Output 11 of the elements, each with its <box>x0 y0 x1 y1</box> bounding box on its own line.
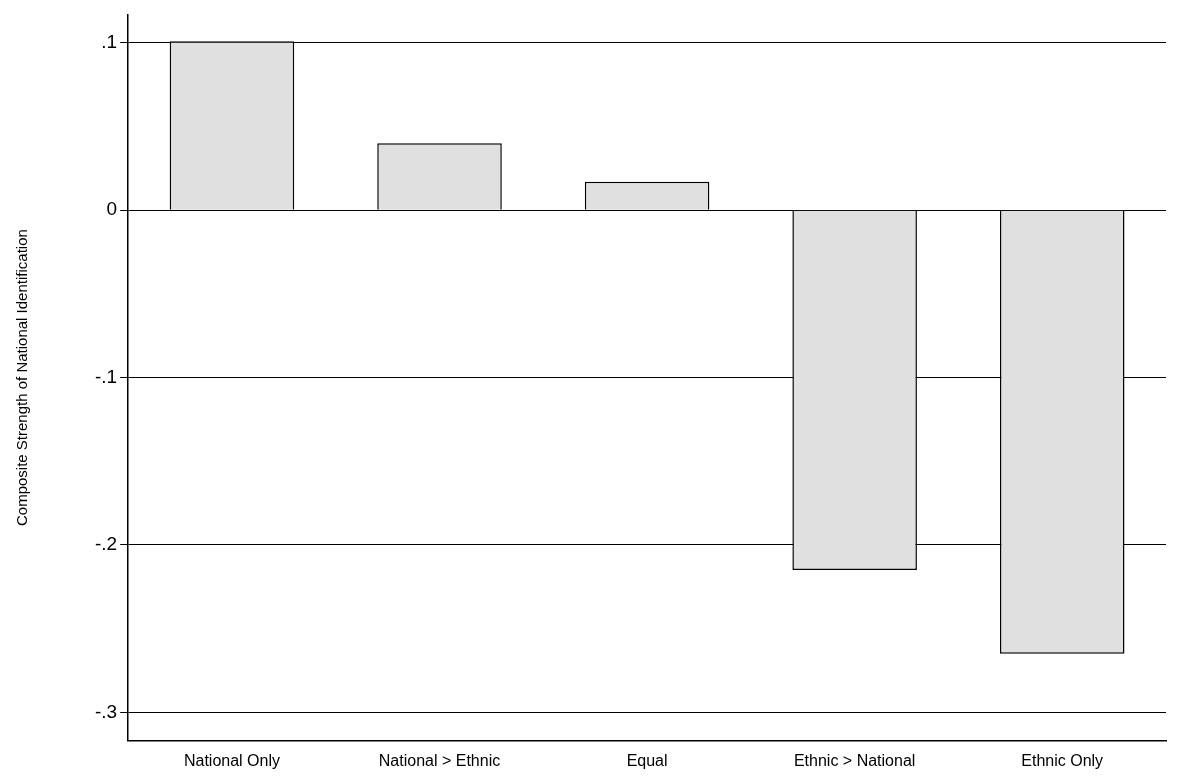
y-tick-label: 0 <box>106 198 118 220</box>
x-tick-label: Equal <box>626 751 668 769</box>
y-tick-label: -.3 <box>94 700 118 722</box>
x-tick-label: National Only <box>183 751 280 769</box>
x-tick-label: Ethnic > National <box>793 751 916 769</box>
y-tick-label: -.1 <box>94 365 118 387</box>
x-tick-label: Ethnic Only <box>1021 751 1104 769</box>
y-tick-label: .1 <box>101 31 118 53</box>
y-tick-label: -.2 <box>94 533 118 555</box>
y-axis-title: Composite Strength of National Identification <box>13 229 31 527</box>
x-tick-label: National > Ethnic <box>378 751 501 769</box>
